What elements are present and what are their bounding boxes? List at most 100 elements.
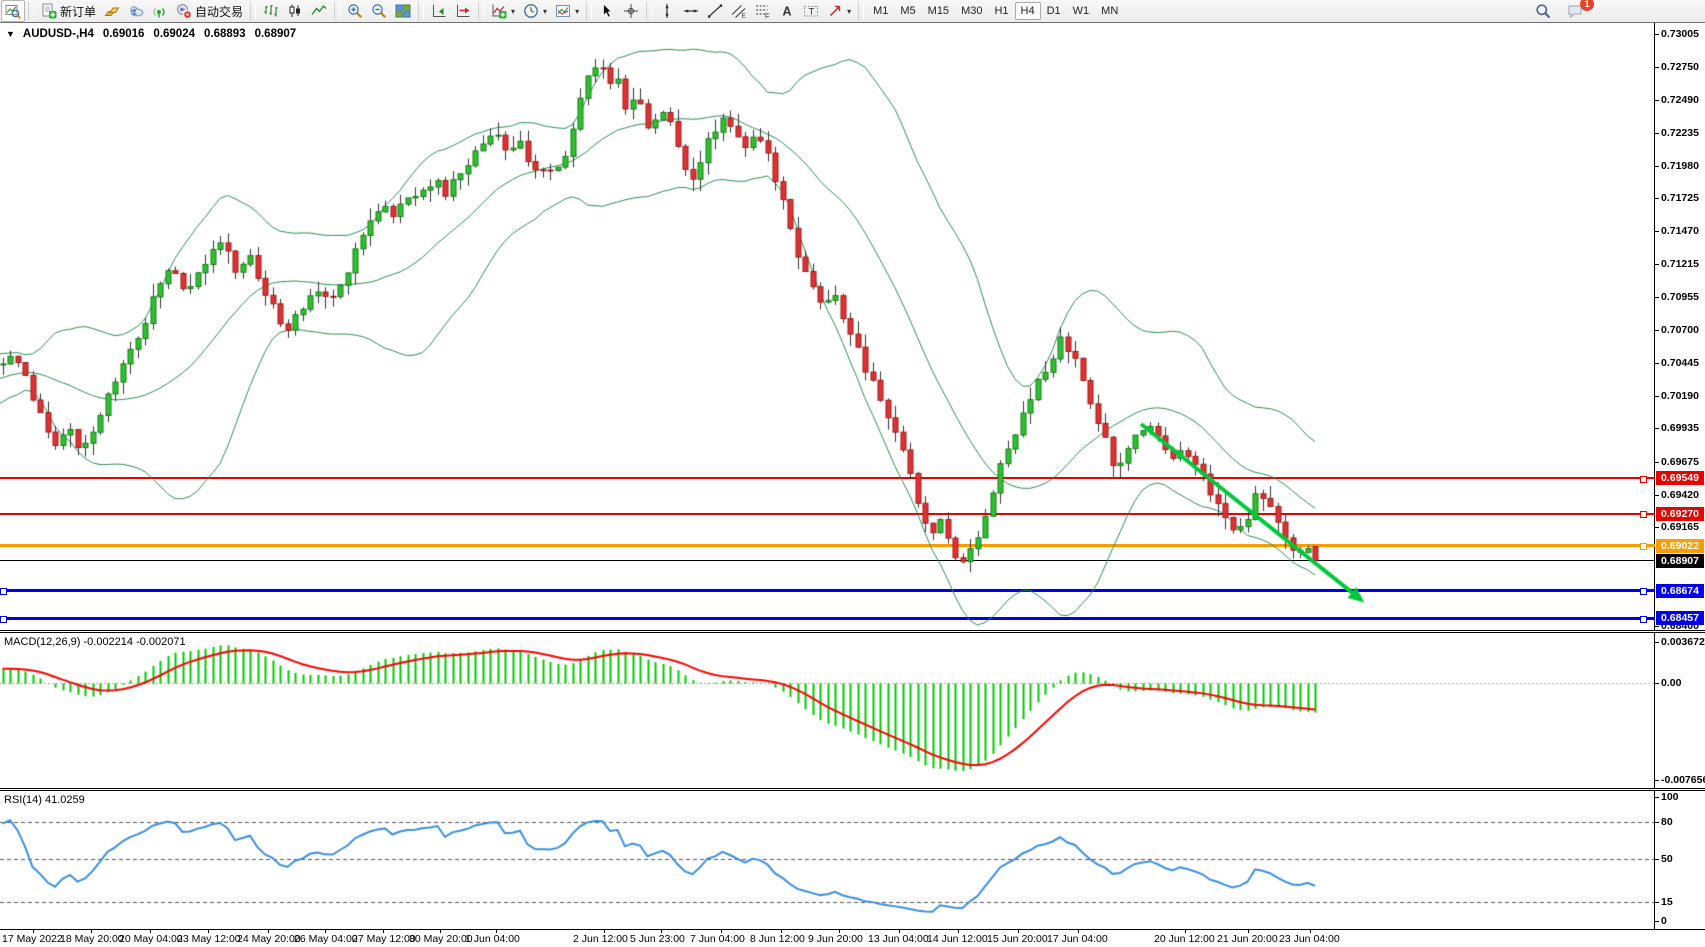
macd-plot[interactable]: MACD(12,26,9) -0.002214 -0.002071 [0, 633, 1655, 788]
price-plot[interactable]: ▼ AUDUSD-,H4 0.69016 0.69024 0.68893 0.6… [0, 23, 1655, 630]
text-button[interactable]: A [775, 0, 799, 22]
auto-scroll-button[interactable] [427, 0, 451, 22]
axis-tick [1655, 34, 1659, 35]
price-pane: ▼ AUDUSD-,H4 0.69016 0.69024 0.68893 0.6… [0, 23, 1705, 632]
support-line-1-handle[interactable] [0, 588, 7, 595]
equidistant-channel-button[interactable]: E [727, 0, 751, 22]
ohlc-open: 0.69016 [102, 28, 145, 40]
horizontal-line-button[interactable] [679, 0, 703, 22]
timeframe-m30-button[interactable]: M30 [961, 5, 983, 17]
axis-tick [1655, 495, 1659, 496]
time-tick-label: 17 May 2022 [2, 933, 63, 945]
ohlc-low: 0.68893 [204, 28, 246, 40]
timeframe-m15-button[interactable]: M15 [927, 5, 950, 17]
autotrading-icon [177, 4, 192, 19]
macd-label: MACD(12,26,9) -0.002214 -0.002071 [4, 636, 186, 648]
time-tick-label: 21 Jun 20:00 [1217, 933, 1278, 945]
price-axis[interactable]: 0.73005 0.72750 0.72490 0.72235 0.71980 0.717… [1655, 23, 1705, 632]
macd-axis[interactable]: 0.003672 0.00 -0.007656 [1655, 633, 1705, 788]
zoom-in-button[interactable] [343, 0, 367, 22]
macd-canvas[interactable] [0, 633, 1654, 788]
resistance-line-1-handle[interactable] [1640, 476, 1647, 483]
fibonacci-button[interactable]: F [751, 0, 775, 22]
signals-icon [153, 8, 165, 18]
text-label-button[interactable]: T [799, 0, 823, 22]
axis-tick [1655, 428, 1659, 429]
line-chart-button[interactable] [307, 0, 331, 22]
macd-tick-label: -0.007656 [1661, 774, 1705, 786]
vertical-line-button[interactable] [655, 0, 679, 22]
support-line-1-handle[interactable] [1640, 588, 1647, 595]
axis-tick [1655, 166, 1659, 167]
support-line-2-handle[interactable] [0, 616, 7, 623]
timeframe-w1-button[interactable]: W1 [1072, 5, 1090, 17]
toolbar-separator [646, 2, 653, 20]
chevron-down-icon: ▾ [847, 6, 852, 16]
timeframe-m1-button[interactable]: M1 [873, 5, 889, 17]
time-tick-label: 26 May 04:00 [294, 933, 358, 945]
pivot-line-handle[interactable] [1640, 543, 1647, 550]
resistance-line-2-handle[interactable] [1640, 511, 1647, 518]
rsi-tick-label: 15 [1661, 896, 1673, 908]
svg-text:F: F [765, 14, 769, 20]
cursor-button[interactable] [595, 0, 619, 22]
market-button[interactable] [100, 0, 124, 22]
chart-shift-button[interactable] [451, 0, 475, 22]
mql5-cloud-button[interactable] [124, 0, 148, 22]
mql5-cloud-icon [130, 6, 144, 17]
indicators-button[interactable]: ▾ [487, 0, 519, 22]
candlestick-chart-button[interactable] [283, 0, 307, 22]
price-tick-label: 0.71980 [1661, 160, 1699, 172]
chart-window-button[interactable] [1, 0, 25, 22]
auto-scroll-icon [433, 4, 446, 17]
pane-separator[interactable] [0, 788, 1705, 791]
axis-tick [1655, 264, 1659, 265]
bar-chart-button[interactable] [259, 0, 283, 22]
price-tick-label: 0.70955 [1661, 291, 1699, 303]
tile-windows-button[interactable] [391, 0, 415, 22]
axis-tick [1655, 363, 1659, 364]
axis-tick [1655, 198, 1659, 199]
pivot-line-price-label: 0.69022 [1656, 539, 1704, 553]
axis-tick [1655, 462, 1659, 463]
support-line-2-handle[interactable] [1640, 616, 1647, 623]
fibonacci-icon: F [756, 5, 769, 20]
toolbar-separator [858, 2, 865, 20]
market-icon [104, 7, 120, 16]
time-tick-label: 1 Jun 04:00 [465, 933, 520, 945]
macd-tick-label: 0.00 [1661, 677, 1682, 689]
periods-button[interactable]: ▾ [519, 0, 551, 22]
rsi-tick-label: 50 [1661, 853, 1673, 865]
arrows-button[interactable]: ▾ [823, 0, 855, 22]
autotrading-label: 自动交易 [195, 4, 244, 19]
equidistant-channel-icon: E [731, 5, 747, 19]
main-chart-canvas[interactable] [0, 23, 1654, 630]
notifications-button[interactable]: 1 [1563, 0, 1594, 22]
timeframe-m5-button[interactable]: M5 [900, 5, 916, 17]
cursor-icon [603, 3, 613, 18]
rsi-plot[interactable]: RSI(14) 41.0259 [0, 791, 1655, 929]
autotrading-button[interactable]: 自动交易 [172, 0, 247, 22]
svg-text:T: T [809, 7, 815, 18]
resistance-line-2-price-label: 0.69270 [1656, 507, 1704, 521]
rsi-canvas[interactable] [0, 791, 1654, 929]
new-order-button[interactable]: 新订单 [37, 0, 100, 22]
price-tick-label: 0.70700 [1661, 324, 1699, 336]
chart-title-dropdown-icon[interactable]: ▼ [6, 29, 15, 39]
timeframe-d1-button[interactable]: D1 [1046, 5, 1061, 17]
timeframe-h4-button[interactable]: H4 [1014, 2, 1041, 20]
signals-button[interactable] [148, 0, 172, 22]
trendline-tool-button[interactable] [703, 0, 727, 22]
crosshair-button[interactable] [619, 0, 643, 22]
price-tick-label: 0.69165 [1661, 521, 1699, 533]
search-button[interactable] [1531, 0, 1555, 22]
timeframe-h1-button[interactable]: H1 [994, 5, 1009, 17]
time-axis[interactable]: 17 May 2022 18 May 20:00 20 May 04:00 23 Ma… [0, 929, 1705, 947]
pane-separator[interactable] [0, 630, 1705, 633]
templates-button[interactable]: ▾ [551, 0, 583, 22]
rsi-axis[interactable]: 100 80 50 15 0 [1655, 791, 1705, 929]
zoom-out-button[interactable] [367, 0, 391, 22]
time-tick-label: 15 Jun 20:00 [987, 933, 1048, 945]
timeframe-mn-button[interactable]: MN [1101, 5, 1119, 17]
axis-tick [1655, 396, 1659, 397]
